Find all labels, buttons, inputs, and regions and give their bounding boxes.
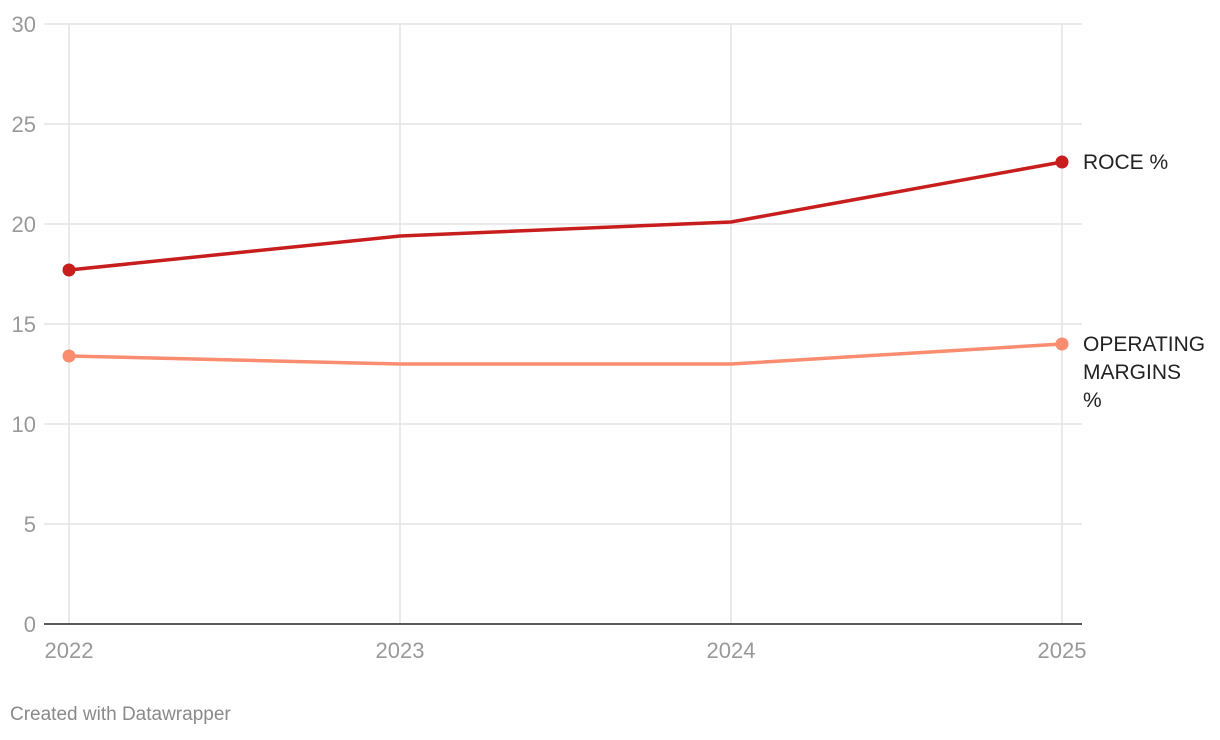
series-start-point: [62, 263, 76, 277]
series-label: ROCE %: [1083, 151, 1168, 174]
series-label: OPERATING MARGINS%: [1083, 333, 1205, 412]
series-label-line: MARGINS: [1083, 361, 1181, 384]
series-end-point: [1055, 155, 1069, 169]
y-tick-label: 30: [12, 12, 36, 37]
series-line: [67, 160, 1064, 272]
series-line: [67, 342, 1064, 366]
series-label-line: OPERATING: [1083, 333, 1205, 356]
series-label-line: %: [1083, 389, 1102, 412]
y-tick-label: 25: [12, 112, 36, 137]
y-tick-label: 0: [24, 612, 36, 637]
y-tick-label: 15: [12, 312, 36, 337]
footer-credit: Created with Datawrapper: [10, 704, 231, 725]
series-end-point: [1055, 337, 1069, 351]
y-tick-label: 20: [12, 212, 36, 237]
y-tick-label: 5: [24, 512, 36, 537]
series-label-line: ROCE %: [1083, 151, 1168, 174]
x-tick-label: 2023: [376, 638, 425, 663]
series-start-point: [62, 349, 76, 363]
x-tick-label: 2025: [1038, 638, 1087, 663]
y-tick-label: 10: [12, 412, 36, 437]
x-tick-label: 2022: [45, 638, 94, 663]
x-tick-label: 2024: [707, 638, 756, 663]
